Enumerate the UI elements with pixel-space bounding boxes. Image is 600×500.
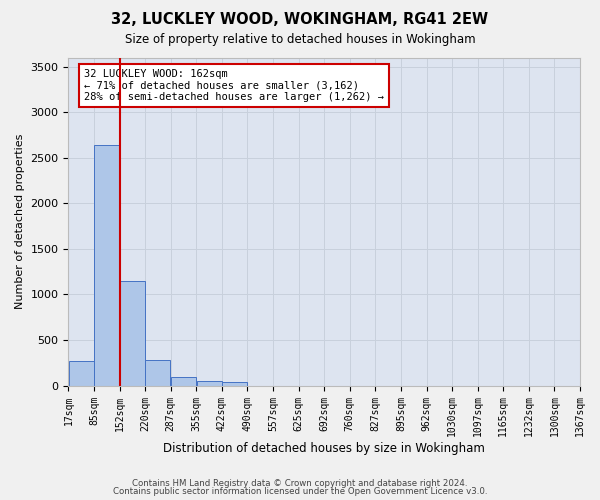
Bar [120,281,145,386]
Text: Contains public sector information licensed under the Open Government Licence v3: Contains public sector information licen… [113,487,487,496]
Text: Contains HM Land Registry data © Crown copyright and database right 2024.: Contains HM Land Registry data © Crown c… [132,478,468,488]
Bar [68,361,94,386]
Bar [197,381,221,386]
Bar [94,145,119,386]
Y-axis label: Number of detached properties: Number of detached properties [15,134,25,309]
Text: Size of property relative to detached houses in Wokingham: Size of property relative to detached ho… [125,32,475,46]
Text: 32 LUCKLEY WOOD: 162sqm
← 71% of detached houses are smaller (3,162)
28% of semi: 32 LUCKLEY WOOD: 162sqm ← 71% of detache… [84,69,384,102]
Bar [171,378,196,386]
Bar [145,360,170,386]
Bar [222,382,247,386]
X-axis label: Distribution of detached houses by size in Wokingham: Distribution of detached houses by size … [163,442,485,455]
Text: 32, LUCKLEY WOOD, WOKINGHAM, RG41 2EW: 32, LUCKLEY WOOD, WOKINGHAM, RG41 2EW [112,12,488,28]
